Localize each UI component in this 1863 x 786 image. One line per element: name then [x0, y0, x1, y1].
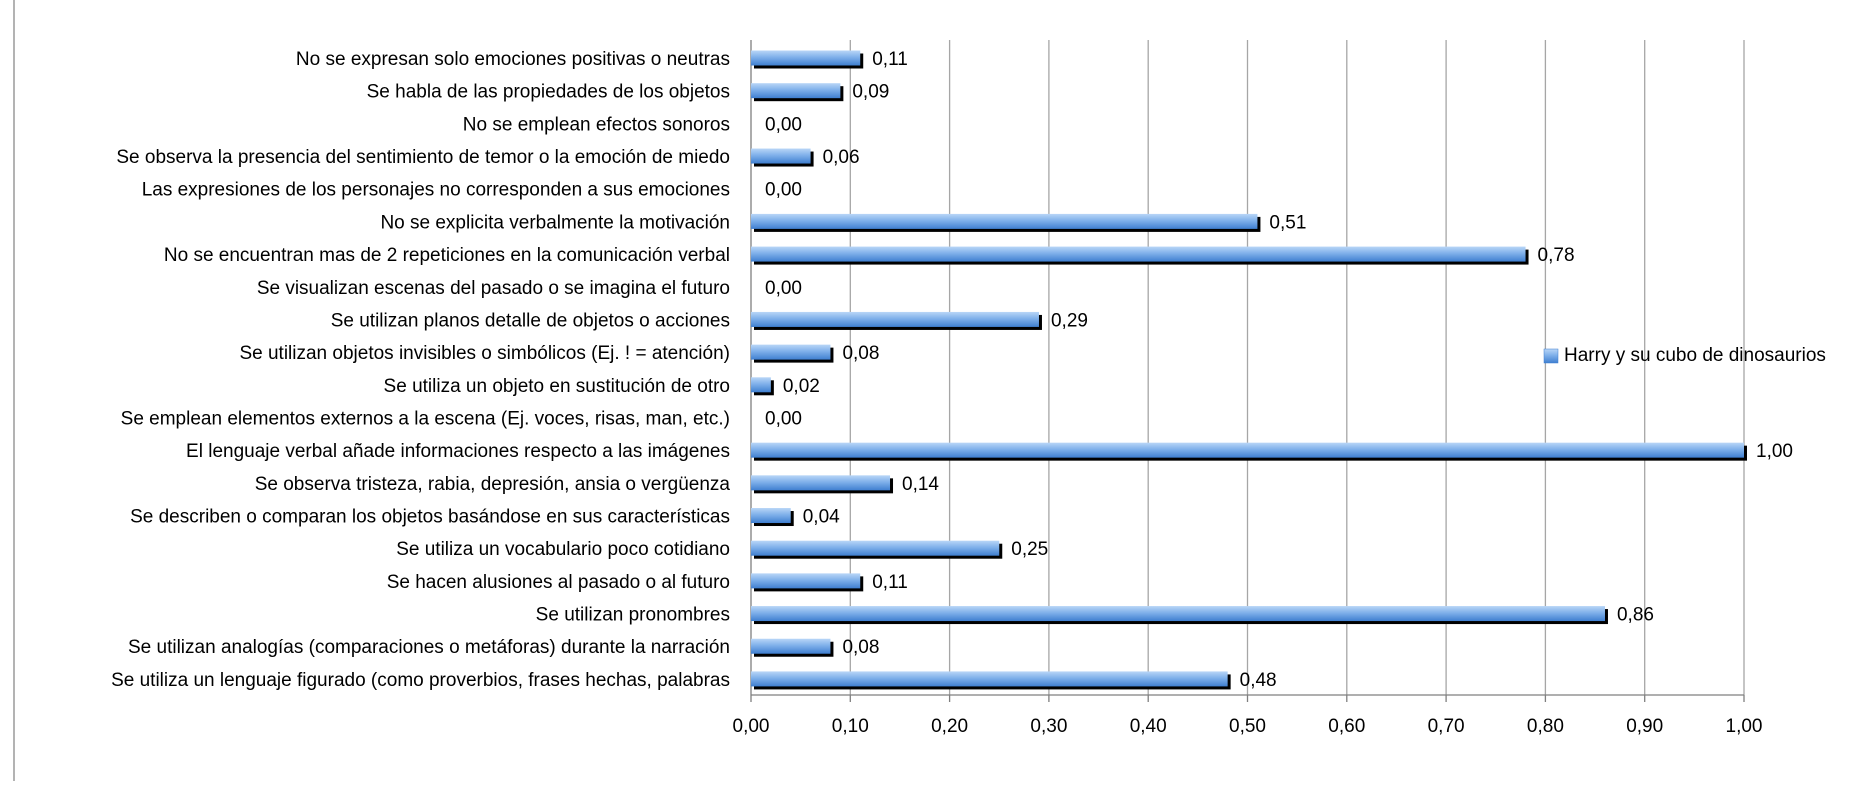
x-tick-label: 0,30 [1030, 716, 1067, 737]
category-label: No se emplean efectos sonoros [463, 114, 730, 135]
category-label: No se explicita verbalmente la motivació… [380, 212, 730, 233]
bar [751, 508, 791, 524]
value-label: 0,08 [842, 637, 879, 658]
value-label: 0,02 [783, 376, 820, 397]
category-label: Se visualizan escenas del pasado o se im… [257, 278, 730, 299]
legend-swatch [1543, 348, 1559, 364]
legend-label: Harry y su cubo de dinosaurios [1564, 345, 1826, 366]
category-label: Se hacen alusiones al pasado o al futuro [387, 572, 730, 593]
category-label: Se describen o comparan los objetos basá… [130, 507, 730, 528]
value-label: 0,08 [842, 343, 879, 364]
category-label: Se utilizan planos detalle de objetos o … [331, 310, 730, 331]
category-label: Se utilizan objetos invisibles o simbóli… [239, 343, 730, 364]
bars [751, 50, 1747, 690]
x-tick-label: 0,80 [1527, 716, 1564, 737]
bar [751, 83, 841, 99]
bar [751, 671, 1228, 687]
value-label: 0,00 [765, 114, 802, 135]
value-label: 0,00 [765, 408, 802, 429]
value-labels: 0,11 0,09 0,00 0,06 0,00 0,51 0,78 0,00 0,29 0,08… [765, 49, 1793, 691]
x-tick-label: 0,10 [832, 716, 869, 737]
category-label: El lenguaje verbal añade informaciones r… [186, 441, 730, 462]
bar [751, 377, 771, 393]
category-label: Se habla de las propiedades de los objet… [367, 82, 730, 103]
value-label: 0,00 [765, 278, 802, 299]
x-tick-label: 0,20 [931, 716, 968, 737]
value-label: 0,78 [1538, 245, 1575, 266]
x-tick-label: 0,50 [1229, 716, 1266, 737]
bar [751, 573, 861, 589]
bar [751, 148, 811, 164]
x-tick-label: 0,40 [1130, 716, 1167, 737]
category-label: Se observa la presencia del sentimiento … [116, 147, 730, 168]
bar [751, 475, 891, 491]
value-label: 0,00 [765, 180, 802, 201]
x-tick-label: 0,00 [733, 716, 770, 737]
value-label: 0,11 [872, 49, 908, 70]
category-label: Se utilizan pronombres [536, 605, 730, 626]
x-tick-label: 1,00 [1726, 716, 1763, 737]
value-label: 0,51 [1269, 212, 1306, 233]
bar [751, 606, 1605, 622]
category-labels: No se expresan solo emociones positivas … [111, 49, 730, 691]
value-label: 0,48 [1240, 670, 1277, 691]
bar [751, 311, 1039, 327]
value-label: 1,00 [1756, 441, 1793, 462]
x-tick-label: 0,90 [1626, 716, 1663, 737]
bar [751, 213, 1258, 229]
value-label: 0,11 [872, 572, 908, 593]
value-label: 0,29 [1051, 310, 1088, 331]
category-label: Se observa tristeza, rabia, depresión, a… [255, 474, 731, 495]
bar [751, 246, 1526, 262]
legend: Harry y su cubo de dinosaurios [1543, 345, 1826, 366]
category-label: No se encuentran mas de 2 repeticiones e… [164, 245, 730, 266]
category-label: Se utilizan analogías (comparaciones o m… [128, 637, 730, 658]
bar [751, 540, 1000, 556]
value-label: 0,25 [1011, 539, 1048, 560]
category-label: No se expresan solo emociones positivas … [296, 49, 730, 70]
grid-lines [849, 40, 1745, 695]
bar [751, 50, 861, 66]
value-label: 0,86 [1617, 605, 1654, 626]
x-tick-label: 0,70 [1428, 716, 1465, 737]
category-label: Se utiliza un lenguaje figurado (como pr… [111, 670, 730, 691]
bar [751, 442, 1744, 458]
bar [751, 344, 831, 360]
category-label: Se utiliza un vocabulario poco cotidiano [396, 539, 730, 560]
category-label: Se utiliza un objeto en sustitución de o… [384, 376, 730, 397]
category-label: Las expresiones de los personajes no cor… [142, 180, 730, 201]
bar [751, 638, 831, 654]
value-label: 0,14 [902, 474, 939, 495]
value-label: 0,04 [803, 507, 840, 528]
category-label: Se emplean elementos externos a la escen… [121, 408, 730, 429]
value-label: 0,09 [852, 82, 889, 103]
value-label: 0,06 [823, 147, 860, 168]
x-tick-label: 0,60 [1328, 716, 1365, 737]
